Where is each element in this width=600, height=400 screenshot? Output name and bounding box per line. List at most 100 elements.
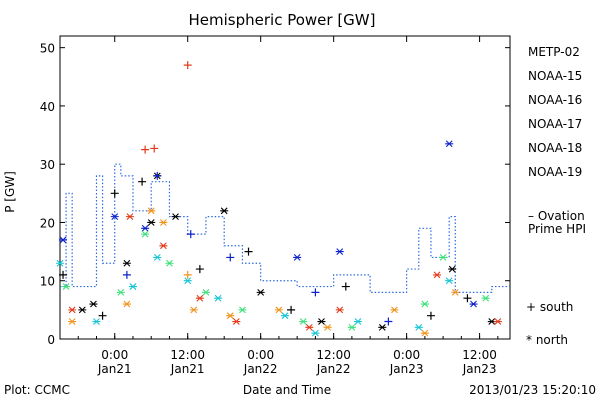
data-point-north	[122, 259, 131, 267]
data-point-north	[59, 236, 68, 244]
y-tick-label: 0	[47, 333, 55, 347]
data-point-north	[274, 306, 283, 314]
data-point-north	[414, 323, 423, 331]
data-point-north	[201, 288, 210, 296]
data-point-north	[420, 300, 429, 308]
x-tick-sublabel: Jan23	[389, 362, 424, 376]
timestamp: 2013/01/23 15:20:10	[469, 383, 596, 397]
data-point-north	[317, 318, 326, 325]
data-point-north	[125, 213, 134, 221]
data-point-south	[426, 311, 435, 320]
data-point-south	[122, 270, 131, 279]
data-point-north	[433, 271, 442, 279]
data-point-north	[214, 294, 223, 302]
x-tick-label: 12:00	[170, 348, 205, 362]
data-point-north	[116, 288, 125, 296]
data-point-south	[141, 145, 150, 154]
data-point-north	[92, 318, 101, 325]
plot-frame	[59, 35, 511, 340]
data-point-north	[335, 248, 344, 255]
data-point-south	[138, 177, 147, 186]
x-tick-sublabel: Jan21	[170, 362, 205, 376]
x-tick-label: 0:00	[247, 348, 274, 362]
data-point-south	[150, 144, 159, 153]
data-point-north	[493, 318, 502, 325]
y-tick-label: 20	[40, 216, 55, 230]
data-point-north	[147, 207, 156, 215]
data-point-north	[141, 230, 150, 238]
data-point-north	[311, 329, 320, 337]
data-point-north	[238, 306, 247, 314]
data-point-south	[153, 171, 162, 180]
x-tick-sublabel: Jan22	[243, 362, 278, 376]
y-axis: 0 10 20 30 40 50	[40, 42, 510, 347]
x-axis-label: Date and Time	[243, 383, 331, 397]
data-point-north	[448, 265, 457, 273]
data-point-south	[341, 282, 350, 291]
data-point-south	[311, 288, 320, 297]
data-point-north	[281, 312, 289, 320]
y-tick-label: 10	[40, 275, 55, 289]
data-point-south	[110, 189, 119, 198]
data-point-north	[89, 300, 98, 308]
legend-north: * north	[526, 333, 568, 347]
x-tick-sublabel: Jan23	[462, 362, 497, 376]
data-point-north	[299, 318, 308, 325]
data-point-north	[122, 300, 131, 308]
data-point-south	[183, 270, 192, 279]
data-point-north	[147, 219, 156, 226]
y-tick-label: 50	[40, 42, 55, 56]
data-point-north	[445, 140, 454, 148]
data-point-north	[305, 323, 314, 331]
legend-south: + south	[526, 300, 573, 314]
data-point-north	[335, 306, 344, 314]
data-point-north	[469, 300, 478, 308]
data-point-north	[293, 254, 302, 261]
plot-credit: Plot: CCMC	[4, 383, 70, 397]
data-point-north	[141, 224, 150, 232]
data-point-north	[347, 323, 356, 331]
x-tick-label: 0:00	[393, 348, 420, 362]
data-point-north	[256, 288, 265, 296]
y-axis-label: P [GW]	[3, 171, 17, 213]
data-point-north	[68, 318, 77, 325]
data-point-south	[59, 270, 68, 279]
data-point-north	[420, 329, 429, 337]
legend-entry: NOAA-18	[528, 141, 582, 155]
data-point-north	[153, 254, 162, 261]
data-point-north	[165, 259, 174, 267]
ovation-hpi-line	[60, 163, 510, 293]
chart-title: Hemispheric Power [GW]	[189, 11, 376, 29]
data-point-north	[232, 318, 241, 325]
legend-entry: NOAA-19	[528, 165, 582, 179]
data-point-north	[159, 219, 168, 226]
data-point-north	[110, 213, 119, 221]
data-point-north	[220, 207, 229, 215]
data-point-north	[78, 306, 87, 314]
data-point-north	[323, 323, 332, 331]
legend-ovation-label-2: Prime HPI	[528, 222, 586, 236]
x-tick-label: 12:00	[316, 348, 351, 362]
data-point-south	[384, 317, 393, 326]
data-point-north	[481, 294, 490, 302]
data-point-north	[226, 312, 235, 320]
legend: METP-02 NOAA-15 NOAA-16 NOAA-17 NOAA-18 NOAA-…	[528, 45, 582, 179]
data-point-south	[186, 230, 195, 239]
data-point-north	[56, 259, 64, 267]
data-point-north	[189, 306, 198, 314]
data-point-north	[378, 323, 387, 331]
data-point-north	[62, 283, 71, 290]
legend-entry: NOAA-17	[528, 117, 582, 131]
data-points	[56, 61, 502, 337]
data-point-north	[445, 277, 454, 285]
legend-entry: NOAA-15	[528, 69, 582, 83]
data-point-north	[171, 213, 180, 221]
data-point-north	[451, 288, 460, 296]
data-point-south	[244, 247, 253, 256]
y-tick-label: 30	[40, 158, 55, 172]
data-point-north	[390, 306, 399, 314]
data-point-north	[195, 294, 204, 302]
data-point-north	[128, 283, 137, 290]
